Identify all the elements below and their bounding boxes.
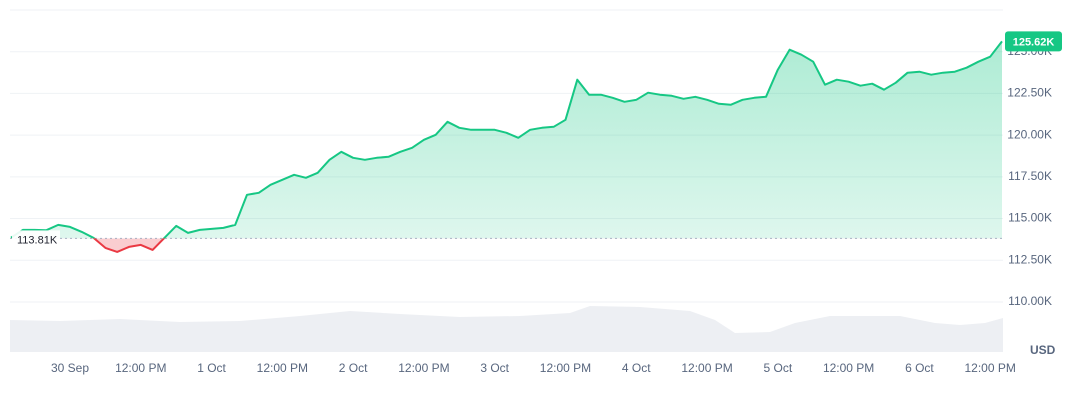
x-tick-label: 12:00 PM bbox=[965, 361, 1016, 375]
x-tick-label: 12:00 PM bbox=[257, 361, 308, 375]
y-tick-label: 122.50K bbox=[1007, 86, 1052, 100]
x-tick-label: 6 Oct bbox=[905, 361, 934, 375]
area-fill bbox=[11, 41, 1002, 239]
area-fill-below bbox=[94, 238, 164, 252]
y-tick-label: 110.00K bbox=[1008, 294, 1052, 308]
x-tick-label: 12:00 PM bbox=[823, 361, 874, 375]
x-tick-label: 12:00 PM bbox=[115, 361, 166, 375]
y-tick-label: 120.00K bbox=[1007, 127, 1052, 141]
price-line bbox=[10, 40, 1003, 239]
x-tick-label: 12:00 PM bbox=[398, 361, 449, 375]
y-tick-label: 112.50K bbox=[1008, 252, 1052, 266]
x-tick-label: 5 Oct bbox=[764, 361, 793, 375]
x-tick-label: 12:00 PM bbox=[540, 361, 591, 375]
unit-label: USD bbox=[1030, 343, 1056, 357]
x-tick-label: 12:00 PM bbox=[681, 361, 732, 375]
x-tick-label: 3 Oct bbox=[480, 361, 509, 375]
last-price-label: 125.62K bbox=[1013, 36, 1055, 48]
x-tick-label: 4 Oct bbox=[622, 361, 651, 375]
y-tick-label: 115.00K bbox=[1008, 211, 1052, 225]
x-tick-label: 30 Sep bbox=[51, 361, 89, 375]
y-tick-label: 117.50K bbox=[1008, 169, 1052, 183]
x-tick-label: 1 Oct bbox=[197, 361, 226, 375]
x-tick-label: 2 Oct bbox=[339, 361, 368, 375]
baseline-label-bg bbox=[12, 230, 60, 247]
last-price-tag bbox=[1005, 31, 1062, 52]
baseline-label: 113.81K bbox=[17, 234, 58, 246]
volume-area bbox=[10, 306, 1003, 352]
